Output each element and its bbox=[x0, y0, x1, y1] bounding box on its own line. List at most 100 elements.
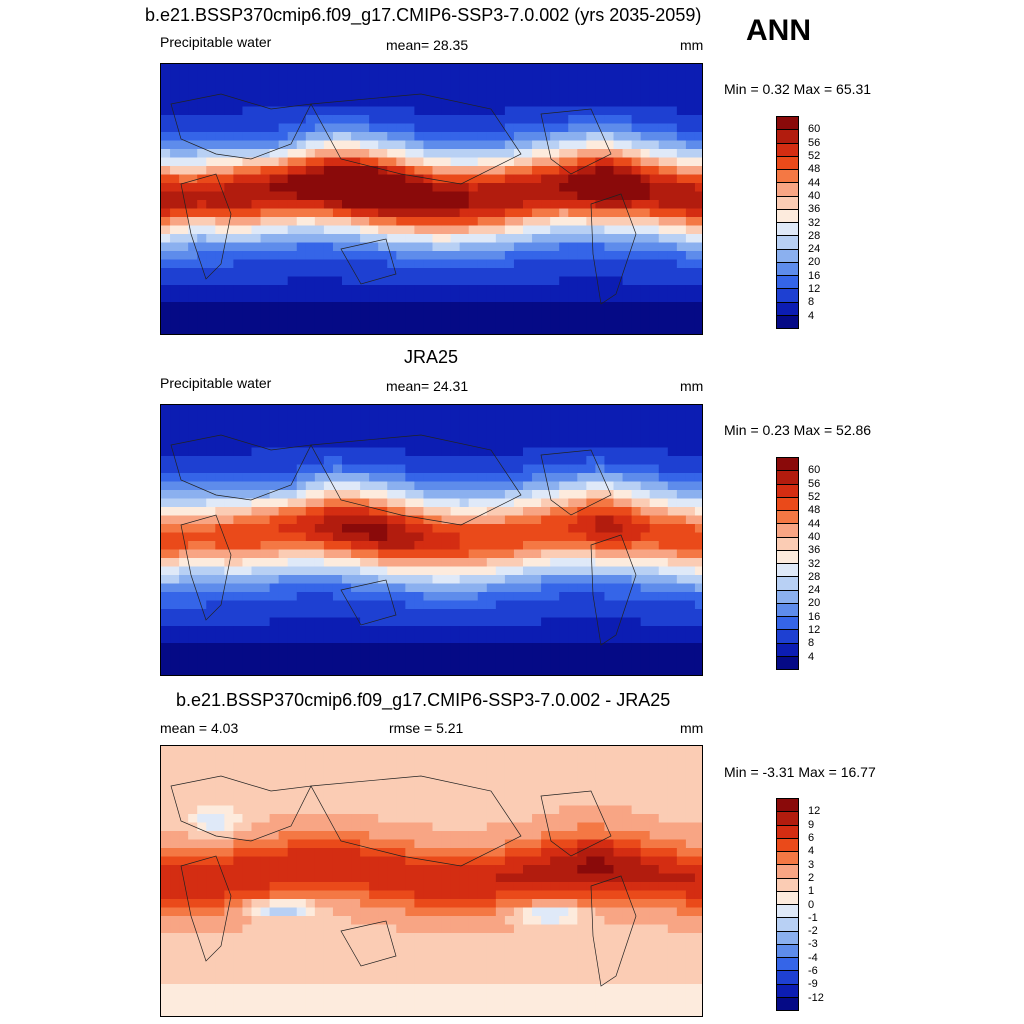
colorbar-tick-label: 52 bbox=[808, 490, 821, 503]
colorbar-swatch bbox=[777, 617, 798, 631]
colorbar-swatch bbox=[777, 577, 798, 591]
colorbar-swatch bbox=[777, 497, 798, 511]
colorbar-swatch bbox=[777, 812, 798, 826]
colorbar-swatch bbox=[777, 838, 798, 852]
colorbar-tick-label: 40 bbox=[808, 530, 821, 543]
panel-1-units: mm bbox=[680, 37, 704, 53]
panel-3-map bbox=[160, 745, 703, 1017]
colorbar-tick-label: 8 bbox=[808, 296, 815, 309]
colorbar-tick-label: 2 bbox=[808, 871, 815, 884]
colorbar-tick-label: 4 bbox=[808, 309, 815, 322]
colorbar-swatch bbox=[777, 590, 798, 604]
coastline bbox=[170, 775, 637, 987]
colorbar-swatch bbox=[777, 276, 798, 290]
colorbar-swatch bbox=[777, 944, 798, 958]
colorbar-swatch bbox=[777, 236, 798, 250]
colorbar-swatch bbox=[777, 143, 798, 157]
season-label: ANN bbox=[746, 14, 811, 47]
colorbar-swatch bbox=[777, 511, 798, 525]
colorbar-swatch bbox=[777, 825, 798, 839]
colorbar-tick-label: 28 bbox=[808, 570, 821, 583]
colorbar-swatch bbox=[777, 302, 798, 316]
colorbar-tick-label: 48 bbox=[808, 504, 821, 517]
panel-1-title: b.e21.BSSP370cmip6.f09_g17.CMIP6-SSP3-7.… bbox=[145, 5, 702, 25]
colorbar-tick-label: 8 bbox=[808, 637, 815, 650]
colorbar-tick-label: 28 bbox=[808, 229, 821, 242]
colorbar-tick-label: 6 bbox=[808, 831, 815, 844]
colorbar-tick-label: 36 bbox=[808, 203, 821, 216]
panel-3-colorbar bbox=[776, 798, 799, 1011]
colorbar-tick-label: 16 bbox=[808, 269, 821, 282]
colorbar-swatch bbox=[777, 905, 798, 919]
colorbar-tick-label: 44 bbox=[808, 176, 821, 189]
colorbar-tick-label: 32 bbox=[808, 557, 821, 570]
colorbar-tick-label: 44 bbox=[808, 517, 821, 530]
colorbar-tick-label: 60 bbox=[808, 123, 821, 136]
colorbar-tick-label: 1 bbox=[808, 885, 815, 898]
colorbar-tick-label: 3 bbox=[808, 858, 815, 871]
colorbar-swatch bbox=[777, 170, 798, 184]
colorbar-swatch bbox=[777, 878, 798, 892]
colorbar-swatch bbox=[777, 458, 798, 472]
colorbar-tick-label: -2 bbox=[808, 925, 818, 938]
colorbar-swatch bbox=[777, 603, 798, 617]
colorbar-swatch bbox=[777, 262, 798, 276]
colorbar-tick-label: 0 bbox=[808, 898, 815, 911]
colorbar-tick-label: 20 bbox=[808, 597, 821, 610]
colorbar-swatch bbox=[777, 223, 798, 237]
coastline bbox=[170, 434, 637, 646]
colorbar-swatch bbox=[777, 524, 798, 538]
colorbar-swatch bbox=[777, 564, 798, 578]
colorbar-tick-label: -3 bbox=[808, 938, 818, 951]
colorbar-swatch bbox=[777, 865, 798, 879]
coastline bbox=[170, 93, 637, 305]
colorbar-swatch bbox=[777, 117, 798, 131]
colorbar-swatch bbox=[777, 997, 798, 1010]
colorbar-tick-label: 4 bbox=[808, 845, 815, 858]
colorbar-swatch bbox=[777, 891, 798, 905]
colorbar-swatch bbox=[777, 643, 798, 657]
colorbar-swatch bbox=[777, 852, 798, 866]
colorbar-swatch bbox=[777, 289, 798, 303]
panel-1-variable-label: Precipitable water bbox=[160, 34, 272, 50]
colorbar-tick-label: 60 bbox=[808, 464, 821, 477]
panel-3-units: mm bbox=[680, 720, 704, 736]
colorbar-tick-label: -4 bbox=[808, 951, 818, 964]
panel-1-mean-label: mean= 28.35 bbox=[386, 37, 469, 53]
colorbar-swatch bbox=[777, 630, 798, 644]
colorbar-swatch bbox=[777, 958, 798, 972]
colorbar-tick-label: 48 bbox=[808, 163, 821, 176]
panel-2-mean-label: mean= 24.31 bbox=[386, 378, 469, 394]
colorbar-tick-label: 20 bbox=[808, 256, 821, 269]
panel-2-minmax: Min = 0.23 Max = 52.86 bbox=[724, 422, 872, 438]
colorbar-swatch bbox=[777, 209, 798, 223]
colorbar-swatch bbox=[777, 249, 798, 263]
colorbar-swatch bbox=[777, 984, 798, 998]
colorbar-tick-label: -12 bbox=[808, 991, 824, 1004]
colorbar-swatch bbox=[777, 918, 798, 932]
colorbar-swatch bbox=[777, 130, 798, 144]
colorbar-tick-label: 4 bbox=[808, 650, 815, 663]
colorbar-tick-label: 24 bbox=[808, 584, 821, 597]
colorbar-swatch bbox=[777, 196, 798, 210]
colorbar-tick-label: -6 bbox=[808, 965, 818, 978]
panel-3-minmax: Min = -3.31 Max = 16.77 bbox=[724, 764, 876, 780]
colorbar-swatch bbox=[777, 484, 798, 498]
colorbar-swatch bbox=[777, 183, 798, 197]
panel-2-variable-label: Precipitable water bbox=[160, 375, 272, 391]
colorbar-tick-label: 32 bbox=[808, 216, 821, 229]
panel-2-map bbox=[160, 404, 703, 676]
colorbar-tick-label: 36 bbox=[808, 544, 821, 557]
panel-2-colorbar bbox=[776, 457, 799, 670]
colorbar-tick-label: -1 bbox=[808, 911, 818, 924]
colorbar-swatch bbox=[777, 471, 798, 485]
panel-2-units: mm bbox=[680, 378, 704, 394]
colorbar-tick-label: 16 bbox=[808, 610, 821, 623]
colorbar-swatch bbox=[777, 315, 798, 328]
panel-3-title: b.e21.BSSP370cmip6.f09_g17.CMIP6-SSP3-7.… bbox=[176, 690, 671, 710]
colorbar-swatch bbox=[777, 656, 798, 669]
colorbar-tick-label: -9 bbox=[808, 978, 818, 991]
panel-2-title: JRA25 bbox=[404, 347, 459, 367]
panel-3-mean-label: mean = 4.03 bbox=[160, 720, 239, 736]
colorbar-tick-label: 12 bbox=[808, 624, 821, 637]
